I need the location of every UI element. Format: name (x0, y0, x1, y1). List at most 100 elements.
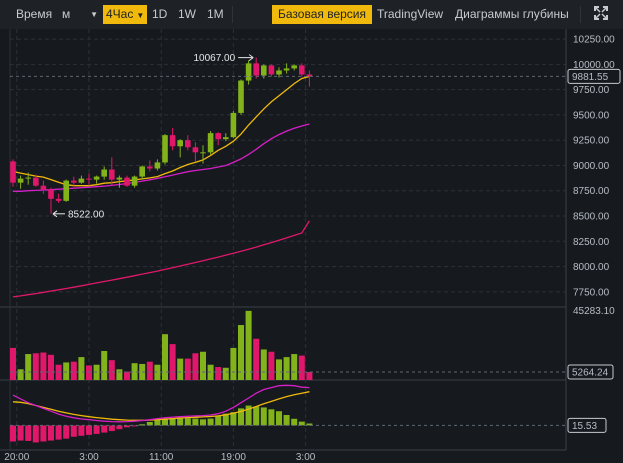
indicator-bar (215, 415, 222, 426)
candle-body (154, 162, 161, 169)
volume-bar (291, 354, 298, 380)
interval-1m-button[interactable]: 1M (207, 7, 224, 21)
current-price-label: 9881.55 (572, 72, 609, 83)
candle-body (268, 65, 275, 75)
indicator-bar (207, 418, 214, 426)
volume-bar (169, 344, 176, 380)
y-tick-label: 10000.00 (573, 60, 615, 71)
indicator-bar (154, 419, 161, 426)
indicator-bar (253, 406, 260, 426)
indicator-bar (32, 425, 39, 443)
volume-bar (230, 347, 237, 380)
indicator-bar (108, 425, 115, 432)
indicator-bar (192, 418, 199, 426)
candle-body (55, 198, 62, 201)
ma-mid-line (13, 123, 310, 192)
volume-current-label: 5264.24 (572, 367, 609, 378)
indicator-bar (25, 425, 32, 441)
candle-body (245, 63, 252, 81)
candle-body (17, 178, 24, 183)
volume-bar (238, 325, 244, 380)
indicator-bar (139, 424, 146, 426)
indicator-bar (222, 413, 229, 426)
candle-body (299, 65, 305, 75)
volume-bar (200, 351, 206, 380)
toolbar-divider (232, 6, 233, 23)
volume-bar (268, 351, 275, 380)
y-tick-label: 8750.00 (573, 186, 610, 197)
time-label[interactable]: Время (16, 7, 53, 21)
volume-bar (298, 355, 305, 380)
view-depth-chart-button[interactable]: Диаграммы глубины (455, 7, 569, 21)
y-tick-label: 9250.00 (573, 136, 610, 147)
minute-interval-select[interactable]: м ▼ (59, 5, 101, 24)
volume-bar (154, 364, 161, 380)
volume-bar (124, 371, 130, 380)
volume-bar (108, 360, 115, 380)
chevron-down-icon: ▼ (90, 10, 98, 19)
candle-body (169, 135, 176, 147)
indicator-bar (40, 425, 47, 442)
volume-bar (215, 367, 222, 380)
fullscreen-icon[interactable] (589, 4, 613, 23)
candle-body (276, 70, 282, 75)
interval-1d-button[interactable]: 1D (152, 7, 168, 21)
high-price-label: 10067.00 (193, 53, 235, 64)
fullscreen-glyph (594, 6, 608, 20)
high-arrow-head (248, 54, 254, 62)
indicator-bar (268, 409, 275, 426)
candle-body (253, 63, 259, 76)
indicator-bar (291, 418, 298, 426)
volume-bar (222, 367, 229, 380)
y-tick-label: 9000.00 (573, 161, 610, 172)
x-tick-label: 11:00 (149, 452, 174, 463)
candle-body (223, 137, 229, 140)
indicator-bar (116, 425, 123, 430)
ma-long-line (12, 220, 310, 298)
low-price-label: 8522.00 (68, 209, 105, 220)
view-tradingview-button[interactable]: TradingView (377, 7, 444, 21)
indicator-bar (78, 425, 85, 436)
indicator-bar (55, 425, 62, 440)
volume-bar (184, 358, 191, 380)
candle-body (192, 147, 199, 153)
ma-short-line (12, 75, 310, 187)
x-tick-label: 20:00 (4, 452, 29, 463)
indicator-bar (184, 418, 191, 426)
indicator-bar (238, 408, 244, 426)
volume-bar (48, 354, 54, 380)
candle-body (306, 74, 313, 77)
volume-bar (32, 353, 39, 380)
chevron-down-icon: ▼ (136, 11, 145, 20)
indicator-bar (230, 412, 237, 426)
indicator-bar (245, 405, 252, 426)
indicator-bar (200, 419, 206, 426)
view-basic-button[interactable]: Базовая версия (272, 5, 372, 24)
candle-body (33, 177, 39, 186)
volume-bar (86, 365, 92, 380)
indicator-slow-line (12, 391, 310, 421)
indicator-fast-line (12, 384, 310, 423)
candle-body (63, 180, 69, 201)
candle-body (261, 65, 267, 76)
y-tick-label: 8000.00 (573, 262, 610, 273)
volume-bar (245, 310, 252, 380)
volume-bar (101, 350, 108, 380)
candle-body (10, 161, 16, 183)
candle-body (139, 166, 145, 177)
y-tick-label: 9750.00 (573, 85, 610, 96)
interval-1w-button[interactable]: 1W (178, 7, 196, 21)
indicator-bar (101, 425, 108, 433)
volume-bar (306, 371, 313, 380)
volume-bar (260, 349, 267, 380)
indicator-bar (260, 407, 267, 426)
indicator-bar (10, 425, 16, 442)
y-tick-label: 9500.00 (573, 110, 610, 121)
volume-bar (63, 362, 70, 380)
interval-4h-button[interactable]: 4Час ▼ (103, 5, 148, 24)
candle-body (230, 112, 237, 138)
candle-body (200, 152, 206, 154)
indicator-bar (146, 422, 153, 426)
toolbar-divider (580, 6, 581, 23)
